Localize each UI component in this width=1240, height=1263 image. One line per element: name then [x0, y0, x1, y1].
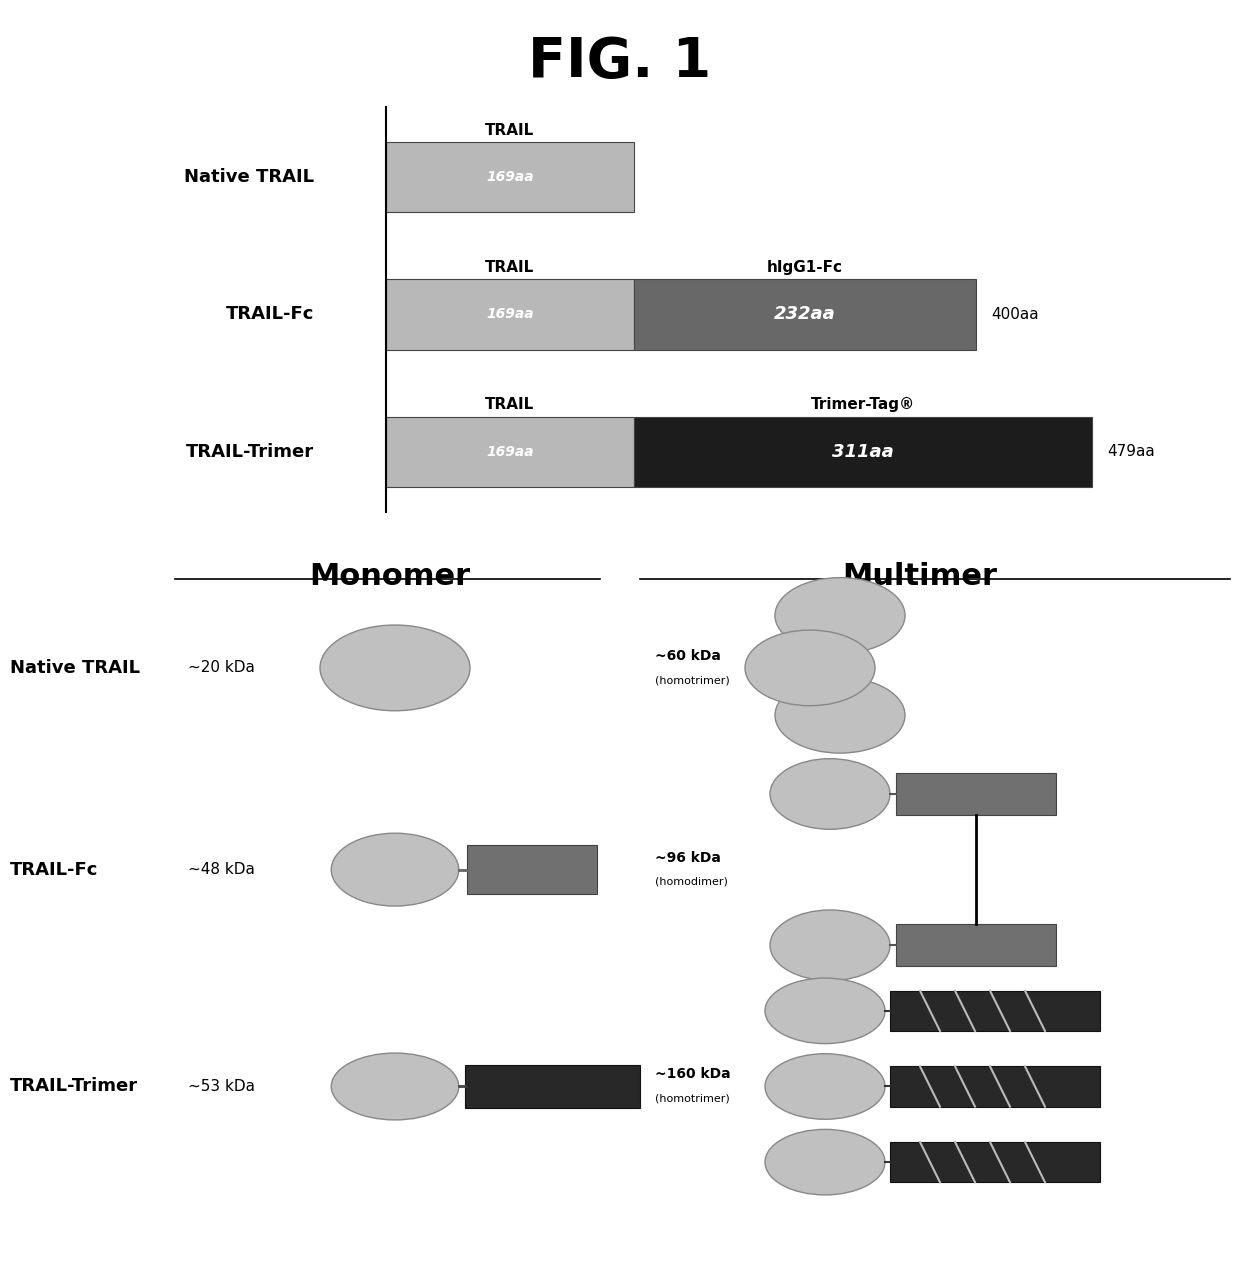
Text: ~60 kDa: ~60 kDa — [655, 649, 720, 663]
Ellipse shape — [770, 909, 890, 980]
Text: (homotrimer): (homotrimer) — [655, 1094, 730, 1104]
Text: 169aa: 169aa — [486, 171, 533, 184]
Text: 232aa: 232aa — [774, 306, 836, 323]
Text: TRAIL: TRAIL — [485, 123, 534, 138]
Bar — [466, 845, 596, 894]
Text: 400aa: 400aa — [991, 307, 1038, 322]
Text: 169aa: 169aa — [486, 445, 533, 458]
Text: 311aa: 311aa — [832, 443, 894, 461]
Bar — [386, 417, 634, 488]
Text: (homotrimer): (homotrimer) — [655, 674, 730, 685]
Ellipse shape — [320, 625, 470, 711]
Text: Multimer: Multimer — [842, 562, 997, 591]
Text: ~53 kDa: ~53 kDa — [188, 1079, 255, 1094]
Ellipse shape — [331, 1053, 459, 1120]
Ellipse shape — [331, 834, 459, 906]
Bar — [890, 1142, 1100, 1182]
Bar — [890, 1066, 1100, 1106]
Bar — [386, 141, 634, 212]
Text: FIG. 1: FIG. 1 — [528, 35, 712, 90]
Bar — [897, 773, 1056, 815]
Text: ~48 kDa: ~48 kDa — [188, 863, 255, 877]
Ellipse shape — [770, 759, 890, 830]
Ellipse shape — [745, 630, 875, 706]
Text: ~20 kDa: ~20 kDa — [188, 661, 255, 676]
Text: Native TRAIL: Native TRAIL — [184, 168, 314, 186]
Bar — [465, 1065, 640, 1108]
Text: 169aa: 169aa — [486, 307, 533, 322]
Text: hIgG1-Fc: hIgG1-Fc — [766, 260, 843, 275]
Text: TRAIL: TRAIL — [485, 398, 534, 413]
Text: ~96 kDa: ~96 kDa — [655, 850, 720, 865]
Bar — [634, 279, 976, 350]
Bar — [890, 990, 1100, 1031]
Ellipse shape — [765, 1053, 885, 1119]
Text: Native TRAIL: Native TRAIL — [10, 659, 140, 677]
Ellipse shape — [765, 978, 885, 1043]
Ellipse shape — [775, 677, 905, 753]
Text: TRAIL: TRAIL — [485, 260, 534, 275]
Ellipse shape — [765, 1129, 885, 1195]
Text: TRAIL-Fc: TRAIL-Fc — [10, 860, 98, 879]
Bar — [897, 925, 1056, 966]
Text: Monomer: Monomer — [310, 562, 470, 591]
Text: TRAIL-Trimer: TRAIL-Trimer — [186, 443, 314, 461]
Text: ~160 kDa: ~160 kDa — [655, 1067, 730, 1081]
Bar — [634, 417, 1092, 488]
Text: TRAIL-Fc: TRAIL-Fc — [226, 306, 314, 323]
Text: TRAIL-Trimer: TRAIL-Trimer — [10, 1077, 138, 1095]
Ellipse shape — [775, 577, 905, 653]
Text: Trimer-Tag®: Trimer-Tag® — [811, 398, 915, 413]
Text: 479aa: 479aa — [1107, 445, 1154, 460]
Text: (homodimer): (homodimer) — [655, 877, 728, 887]
Bar — [386, 279, 634, 350]
